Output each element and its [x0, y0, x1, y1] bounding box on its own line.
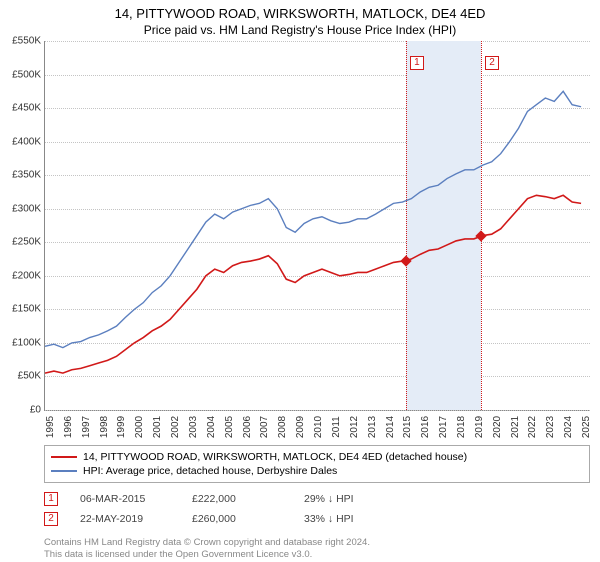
y-tick-label: £0	[1, 405, 41, 416]
footer-line: Contains HM Land Registry data © Crown c…	[44, 537, 590, 549]
sales-table: 1 06-MAR-2015 £222,000 29% ↓ HPI 2 22-MAY-201…	[44, 489, 590, 529]
y-tick-label: £250K	[1, 237, 41, 248]
x-tick-label: 2008	[277, 416, 288, 438]
sale-date: 06-MAR-2015	[80, 493, 170, 505]
sale-row: 2 22-MAY-2019 £260,000 33% ↓ HPI	[44, 509, 590, 529]
gridline	[45, 410, 590, 411]
x-tick-label: 1996	[63, 416, 74, 438]
x-tick-label: 1999	[116, 416, 127, 438]
x-tick-label: 2005	[224, 416, 235, 438]
x-tick-label: 2004	[206, 416, 217, 438]
sale-row: 1 06-MAR-2015 £222,000 29% ↓ HPI	[44, 489, 590, 509]
y-tick-label: £300K	[1, 203, 41, 214]
series-property	[45, 195, 581, 373]
legend-item: HPI: Average price, detached house, Derb…	[51, 464, 583, 478]
x-tick-label: 2011	[331, 416, 342, 438]
legend-label: 14, PITTYWOOD ROAD, WIRKSWORTH, MATLOCK,…	[83, 451, 467, 463]
x-tick-label: 2006	[242, 416, 253, 438]
x-tick-label: 2019	[474, 416, 485, 438]
series-hpi	[45, 91, 581, 347]
sale-delta: 33% ↓ HPI	[304, 513, 394, 525]
legend-box: 14, PITTYWOOD ROAD, WIRKSWORTH, MATLOCK,…	[44, 445, 590, 483]
sale-number-box: 2	[44, 512, 58, 526]
x-tick-label: 1997	[81, 416, 92, 438]
x-tick-label: 2003	[188, 416, 199, 438]
chart-title: 14, PITTYWOOD ROAD, WIRKSWORTH, MATLOCK,…	[0, 0, 600, 21]
x-tick-label: 2013	[367, 416, 378, 438]
series-svg	[45, 41, 590, 410]
y-tick-label: £200K	[1, 270, 41, 281]
x-tick-label: 2000	[134, 416, 145, 438]
x-tick-label: 2022	[527, 416, 538, 438]
legend-swatch	[51, 456, 77, 458]
x-tick-label: 2015	[402, 416, 413, 438]
x-tick-label: 2020	[492, 416, 503, 438]
footer-attribution: Contains HM Land Registry data © Crown c…	[44, 537, 590, 562]
y-tick-label: £550K	[1, 36, 41, 47]
sale-date: 22-MAY-2019	[80, 513, 170, 525]
x-tick-label: 2014	[385, 416, 396, 438]
x-tick-label: 2021	[510, 416, 521, 438]
legend-label: HPI: Average price, detached house, Derb…	[83, 465, 337, 477]
x-tick-label: 2016	[420, 416, 431, 438]
y-tick-label: £500K	[1, 69, 41, 80]
sale-delta: 29% ↓ HPI	[304, 493, 394, 505]
x-tick-label: 2025	[581, 416, 592, 438]
y-tick-label: £450K	[1, 103, 41, 114]
legend-swatch	[51, 470, 77, 472]
sale-number-box: 1	[44, 492, 58, 506]
chart-subtitle: Price paid vs. HM Land Registry's House …	[0, 21, 600, 41]
y-tick-label: £150K	[1, 304, 41, 315]
x-tick-label: 1995	[45, 416, 56, 438]
x-tick-label: 2007	[259, 416, 270, 438]
x-tick-label: 2018	[456, 416, 467, 438]
x-tick-label: 2024	[563, 416, 574, 438]
x-tick-label: 2002	[170, 416, 181, 438]
sale-price: £260,000	[192, 513, 282, 525]
x-tick-label: 2023	[545, 416, 556, 438]
sale-price: £222,000	[192, 493, 282, 505]
chart-plot-area: £0£50K£100K£150K£200K£250K£300K£350K£400…	[44, 41, 590, 411]
x-tick-label: 2017	[438, 416, 449, 438]
y-tick-label: £100K	[1, 337, 41, 348]
x-tick-label: 2012	[349, 416, 360, 438]
y-tick-label: £400K	[1, 136, 41, 147]
x-tick-label: 2001	[152, 416, 163, 438]
x-tick-label: 2010	[313, 416, 324, 438]
y-tick-label: £350K	[1, 170, 41, 181]
y-tick-label: £50K	[1, 371, 41, 382]
x-tick-label: 1998	[99, 416, 110, 438]
x-tick-label: 2009	[295, 416, 306, 438]
legend-item: 14, PITTYWOOD ROAD, WIRKSWORTH, MATLOCK,…	[51, 450, 583, 464]
